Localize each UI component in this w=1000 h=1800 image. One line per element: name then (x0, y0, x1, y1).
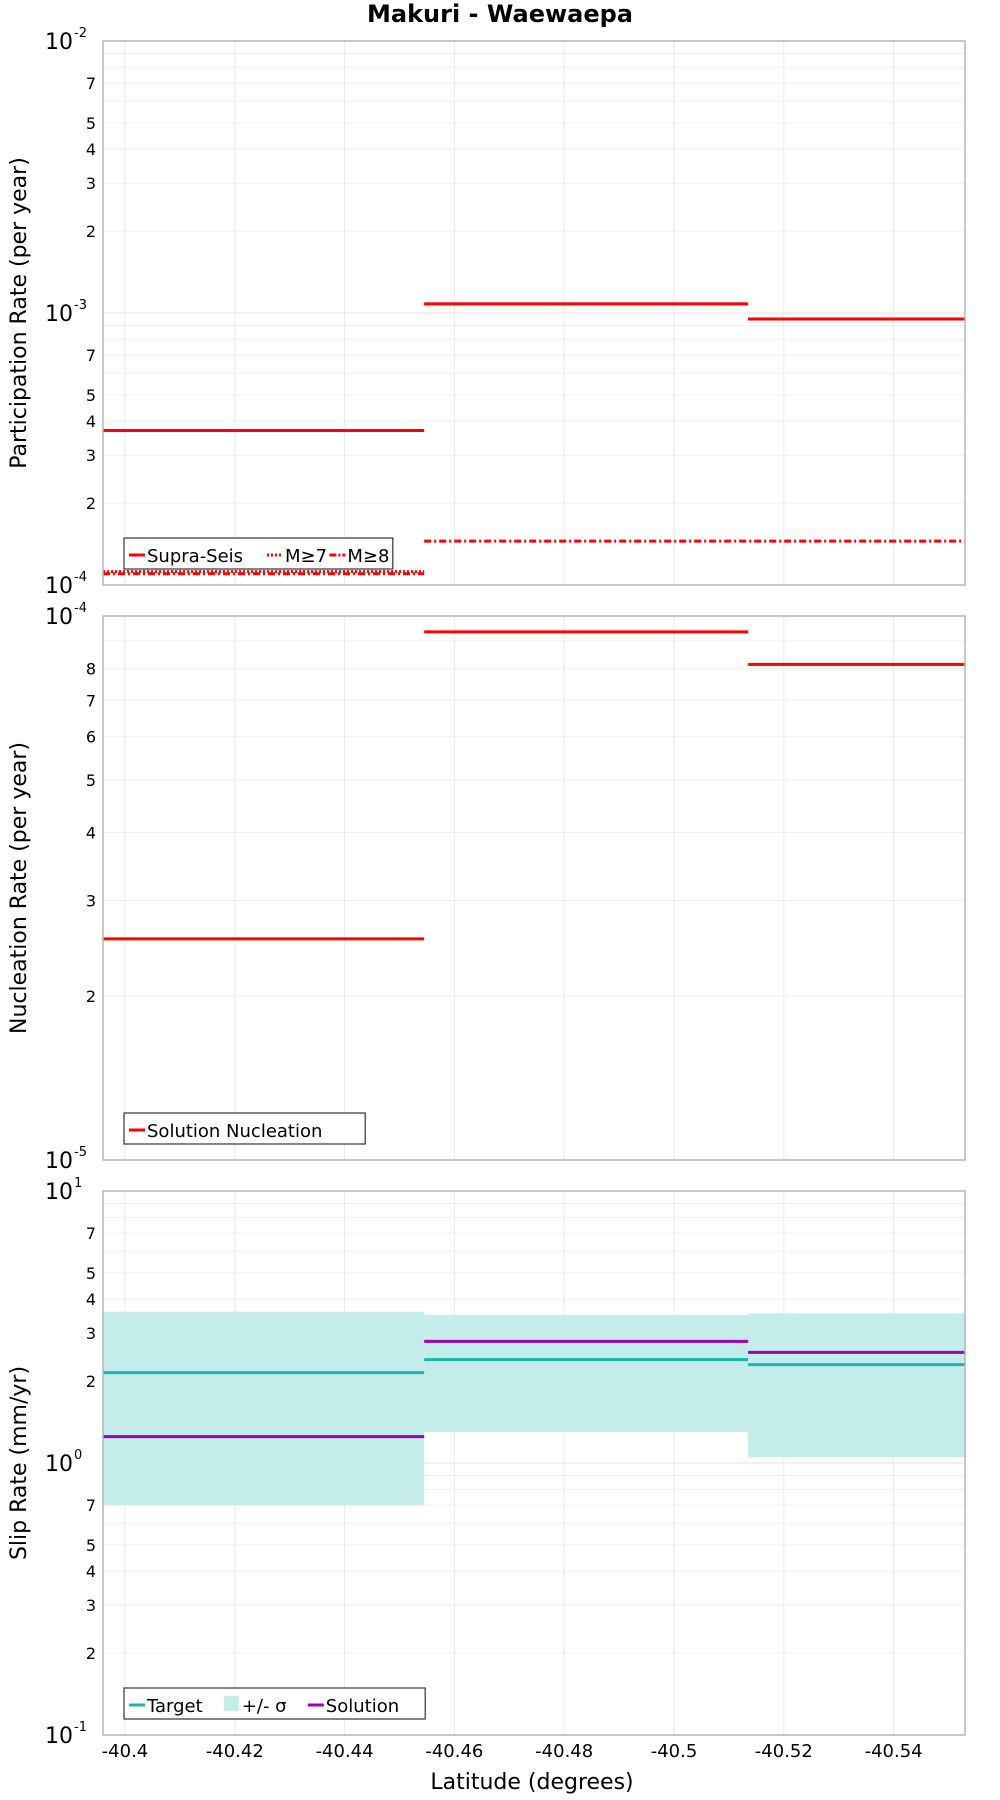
y-tick-major-base: 10 (45, 30, 73, 55)
y-tick-major-exponent: 0 (74, 1448, 82, 1463)
y-tick-label: 3 (86, 174, 96, 193)
y-tick-label: 4 (86, 1562, 96, 1581)
y-tick-label: 7 (86, 74, 96, 93)
y-tick-major-base: 10 (45, 1180, 73, 1205)
legend-label: Solution Nucleation (147, 1121, 322, 1142)
plot-border (102, 40, 966, 586)
legend-label: M≥7 (285, 546, 327, 567)
y-tick-label: 3 (86, 446, 96, 465)
y-tick-major-base: 10 (45, 574, 73, 599)
chart-title: Makuri - Waewaepa (367, 0, 633, 28)
y-axis-label: Participation Rate (per year) (7, 157, 32, 469)
y-tick-label: 4 (86, 823, 96, 842)
y-tick-label: 5 (86, 1264, 96, 1283)
y-tick-major-exponent: -4 (74, 601, 87, 616)
x-tick-label: -40.5 (651, 1741, 698, 1762)
legend-swatch (223, 1696, 239, 1711)
x-tick-label: -40.44 (316, 1741, 374, 1762)
legend-label: Supra-Seis (147, 546, 243, 567)
y-tick-label: 2 (86, 222, 96, 241)
y-tick-major-exponent: -1 (74, 1720, 87, 1735)
y-tick-label: 7 (86, 346, 96, 365)
y-tick-label: 5 (86, 114, 96, 133)
y-tick-label: 5 (86, 771, 96, 790)
y-tick-label: 3 (86, 1596, 96, 1615)
x-tick-label: -40.48 (535, 1741, 593, 1762)
y-tick-label: 5 (86, 1536, 96, 1555)
y-tick-major-base: 10 (45, 1452, 73, 1477)
y-tick-label: 7 (86, 691, 96, 710)
legend-box (123, 1112, 366, 1145)
plot-area (103, 616, 965, 1160)
legend-label: Target (146, 1696, 203, 1717)
legend-label: M≥8 (347, 546, 389, 567)
x-tick-label: -40.54 (865, 1741, 923, 1762)
y-tick-major-base: 10 (45, 1149, 73, 1174)
x-axis-label: Latitude (degrees) (430, 1770, 633, 1795)
y-tick-label: 3 (86, 891, 96, 910)
band-segment (748, 1313, 965, 1458)
legend-label: +/- σ (242, 1696, 287, 1717)
y-axis-label: Slip Rate (mm/yr) (7, 1366, 32, 1560)
y-tick-label: 5 (86, 386, 96, 405)
x-tick-label: -40.52 (755, 1741, 813, 1762)
legend-label: Solution (326, 1696, 399, 1717)
y-tick-label: 7 (86, 1496, 96, 1515)
legend: Target +/- σ Solution (123, 1687, 426, 1720)
band-segment (103, 1311, 425, 1506)
y-tick-major-exponent: -3 (74, 298, 87, 313)
y-tick-label: 6 (86, 728, 96, 747)
y-tick-major-base: 10 (45, 605, 73, 630)
plot-border (102, 1190, 966, 1736)
y-tick-label: 3 (86, 1324, 96, 1343)
legend: Supra-Seis M≥7 M≥8 (123, 537, 394, 570)
y-tick-label: 4 (86, 1290, 96, 1309)
legend-box (123, 537, 394, 570)
y-tick-major-exponent: -4 (74, 570, 87, 585)
y-tick-label: 2 (86, 987, 96, 1006)
y-tick-major-exponent: 1 (74, 1176, 82, 1191)
y-tick-label: 4 (86, 412, 96, 431)
y-tick-label: 4 (86, 140, 96, 159)
y-tick-label: 2 (86, 1644, 96, 1663)
y-tick-major-base: 10 (45, 302, 73, 327)
band-segment (424, 1315, 749, 1433)
y-tick-major-exponent: -2 (74, 26, 87, 41)
x-tick-label: -40.46 (425, 1741, 483, 1762)
y-tick-major-exponent: -5 (74, 1145, 87, 1160)
x-tick-label: -40.42 (206, 1741, 264, 1762)
legend-box (123, 1687, 426, 1720)
legend: Solution Nucleation (123, 1112, 366, 1145)
y-tick-label: 8 (86, 660, 96, 679)
y-tick-label: 2 (86, 494, 96, 513)
y-tick-major-base: 10 (45, 1724, 73, 1749)
plot-border (102, 615, 966, 1161)
y-tick-label: 2 (86, 1372, 96, 1391)
y-axis-label: Nucleation Rate (per year) (7, 742, 32, 1034)
x-tick-label: -40.4 (102, 1741, 149, 1762)
y-tick-label: 7 (86, 1224, 96, 1243)
